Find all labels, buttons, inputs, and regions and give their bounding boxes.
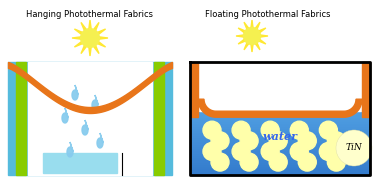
Text: TiN: TiN bbox=[345, 143, 363, 153]
Polygon shape bbox=[191, 157, 369, 159]
Polygon shape bbox=[191, 109, 369, 112]
Polygon shape bbox=[28, 62, 152, 175]
Polygon shape bbox=[8, 62, 172, 175]
Polygon shape bbox=[191, 128, 369, 130]
Circle shape bbox=[298, 153, 316, 171]
Polygon shape bbox=[217, 63, 343, 112]
Polygon shape bbox=[191, 143, 369, 146]
Polygon shape bbox=[191, 155, 369, 157]
Circle shape bbox=[203, 121, 221, 139]
Polygon shape bbox=[191, 91, 369, 94]
Polygon shape bbox=[16, 62, 26, 175]
Polygon shape bbox=[191, 134, 369, 136]
Polygon shape bbox=[191, 173, 369, 175]
Circle shape bbox=[211, 132, 229, 150]
Circle shape bbox=[240, 153, 258, 171]
Circle shape bbox=[203, 143, 221, 161]
Polygon shape bbox=[191, 100, 369, 103]
Polygon shape bbox=[191, 64, 369, 66]
Circle shape bbox=[261, 121, 279, 139]
Polygon shape bbox=[191, 136, 369, 139]
Polygon shape bbox=[92, 95, 98, 110]
Polygon shape bbox=[191, 139, 369, 141]
Text: water: water bbox=[262, 132, 297, 143]
Polygon shape bbox=[191, 78, 369, 80]
Circle shape bbox=[232, 143, 250, 161]
Polygon shape bbox=[198, 99, 362, 117]
Polygon shape bbox=[191, 105, 369, 107]
Polygon shape bbox=[191, 71, 369, 73]
Circle shape bbox=[327, 132, 345, 150]
Polygon shape bbox=[199, 63, 217, 111]
Polygon shape bbox=[191, 82, 369, 85]
Polygon shape bbox=[154, 62, 164, 175]
Polygon shape bbox=[191, 76, 369, 78]
Polygon shape bbox=[190, 62, 198, 117]
Circle shape bbox=[243, 27, 260, 45]
Polygon shape bbox=[191, 103, 369, 105]
Polygon shape bbox=[191, 73, 369, 76]
Polygon shape bbox=[362, 62, 370, 117]
Polygon shape bbox=[191, 96, 369, 98]
Circle shape bbox=[269, 153, 287, 171]
Polygon shape bbox=[191, 107, 369, 109]
Polygon shape bbox=[191, 132, 369, 134]
Polygon shape bbox=[191, 89, 369, 91]
Polygon shape bbox=[343, 63, 361, 111]
Polygon shape bbox=[191, 114, 369, 116]
Polygon shape bbox=[43, 153, 117, 173]
Polygon shape bbox=[191, 98, 369, 100]
Polygon shape bbox=[82, 120, 88, 135]
Polygon shape bbox=[191, 66, 369, 69]
Polygon shape bbox=[191, 152, 369, 155]
Circle shape bbox=[290, 121, 308, 139]
Polygon shape bbox=[62, 108, 68, 123]
Circle shape bbox=[327, 153, 345, 171]
Polygon shape bbox=[236, 20, 268, 52]
Circle shape bbox=[81, 29, 99, 47]
Circle shape bbox=[261, 143, 279, 161]
Text: Floating Photothermal Fabrics: Floating Photothermal Fabrics bbox=[205, 10, 331, 19]
Polygon shape bbox=[67, 142, 73, 157]
Circle shape bbox=[240, 132, 258, 150]
Polygon shape bbox=[191, 85, 369, 87]
Circle shape bbox=[269, 132, 287, 150]
Polygon shape bbox=[191, 146, 369, 148]
Polygon shape bbox=[191, 166, 369, 168]
Polygon shape bbox=[191, 69, 369, 71]
Polygon shape bbox=[191, 148, 369, 150]
Polygon shape bbox=[191, 141, 369, 143]
Text: Hanging Photothermal Fabrics: Hanging Photothermal Fabrics bbox=[26, 10, 153, 19]
Polygon shape bbox=[191, 87, 369, 89]
Polygon shape bbox=[191, 62, 369, 64]
Polygon shape bbox=[72, 20, 108, 56]
Polygon shape bbox=[191, 164, 369, 166]
Polygon shape bbox=[191, 159, 369, 161]
Polygon shape bbox=[191, 112, 369, 114]
Polygon shape bbox=[191, 121, 369, 123]
Polygon shape bbox=[97, 133, 103, 148]
Circle shape bbox=[298, 132, 316, 150]
Polygon shape bbox=[191, 116, 369, 118]
Polygon shape bbox=[191, 94, 369, 96]
Circle shape bbox=[319, 143, 337, 161]
Polygon shape bbox=[191, 125, 369, 128]
Circle shape bbox=[232, 121, 250, 139]
Polygon shape bbox=[72, 85, 78, 100]
Polygon shape bbox=[191, 130, 369, 132]
Circle shape bbox=[319, 121, 337, 139]
Polygon shape bbox=[191, 161, 369, 164]
Polygon shape bbox=[191, 80, 369, 82]
Circle shape bbox=[211, 153, 229, 171]
Polygon shape bbox=[191, 171, 369, 173]
Polygon shape bbox=[191, 168, 369, 171]
Circle shape bbox=[290, 143, 308, 161]
Polygon shape bbox=[191, 123, 369, 125]
Circle shape bbox=[336, 130, 372, 166]
Polygon shape bbox=[191, 118, 369, 121]
Polygon shape bbox=[191, 150, 369, 152]
